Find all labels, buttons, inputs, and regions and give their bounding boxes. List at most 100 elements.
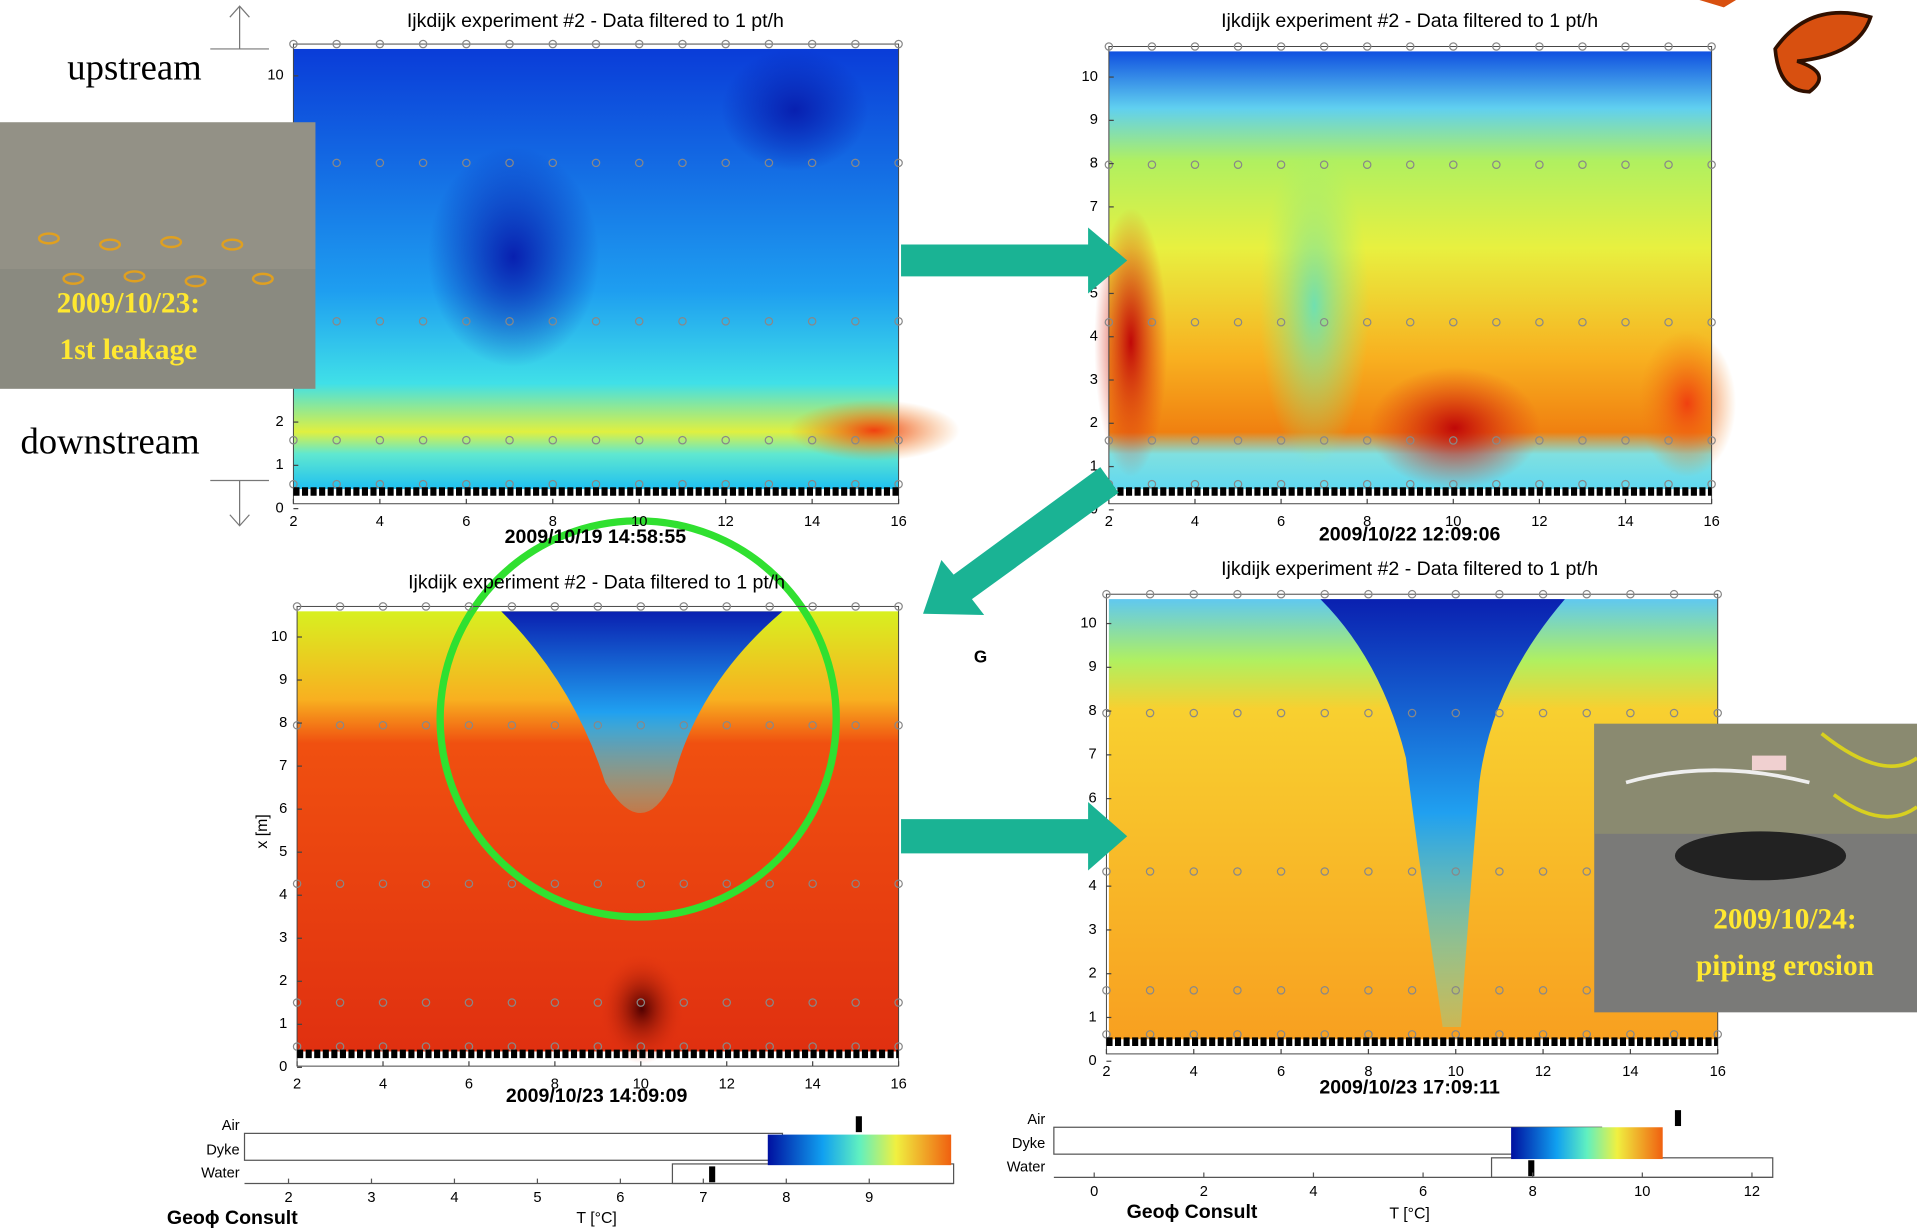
sensor: [1621, 160, 1630, 169]
sensor: [1495, 986, 1504, 995]
butterfly: [1699, 0, 1873, 94]
sensor: [1492, 160, 1501, 169]
sensor: [894, 435, 903, 445]
y-tick-label: 0: [275, 501, 283, 517]
y-tick-label: 3: [1088, 922, 1096, 938]
sensor: [1190, 317, 1200, 327]
x-tick-label: 8: [551, 1076, 559, 1092]
x-tick-label: 2: [1102, 1064, 1110, 1080]
sensor: [505, 39, 514, 49]
sensor: [550, 602, 560, 611]
tick-label: 8: [1529, 1184, 1537, 1200]
y-tick-label: 1: [1088, 1009, 1096, 1025]
sensor: [721, 317, 730, 326]
sensor: [1362, 160, 1372, 169]
sensor: [1621, 42, 1630, 51]
sensor: [1538, 986, 1548, 995]
sensor: [335, 998, 345, 1007]
tick-label: 12: [1744, 1184, 1760, 1200]
sensor: [418, 39, 428, 49]
annotation: upstream: [67, 46, 201, 87]
row-label: Dyke: [206, 1142, 239, 1158]
x-tick-label: 8: [1363, 514, 1371, 530]
sensor: [421, 879, 431, 889]
y-tick-label: 2: [1090, 415, 1098, 431]
sensor: [292, 720, 302, 730]
tick-label: 8: [782, 1190, 790, 1206]
x-tick-label: 14: [1622, 1064, 1638, 1080]
sensor: [1319, 436, 1329, 445]
panel-title: Ijkdijk experiment #2 - Data filtered to…: [1221, 558, 1598, 580]
sensor: [851, 317, 860, 326]
tick-label: 6: [1419, 1184, 1427, 1200]
caption: 2009/10/24:: [1713, 904, 1856, 936]
sensor: [1104, 317, 1114, 327]
sensor: [851, 158, 860, 168]
sensor: [1707, 160, 1716, 169]
sensor: [1495, 1030, 1504, 1039]
sensor: [894, 602, 903, 611]
sensor: [808, 998, 817, 1007]
tick-label: 2: [284, 1190, 292, 1206]
sensor: [1578, 160, 1587, 169]
sensor: [1535, 42, 1544, 51]
sensor: [462, 158, 471, 168]
sensor: [375, 158, 385, 168]
sensor: [1362, 436, 1372, 445]
tick-label: 0: [1090, 1184, 1098, 1200]
sensor: [593, 879, 603, 889]
legends: Air Dyke Water 2 3 4 5 6 7 8 9 T [°C] Geoϕ Consult Ai…: [167, 1110, 1774, 1229]
sensor: [593, 998, 603, 1007]
row-label: Air: [222, 1118, 240, 1134]
arrow: [901, 227, 1128, 294]
sensor: [1451, 867, 1461, 876]
caption: 2009/10/23:: [57, 287, 200, 319]
y-tick-label: 2: [275, 414, 283, 430]
x-tick-label: 4: [379, 1076, 387, 1092]
sensor: [505, 435, 514, 445]
sensor: [1362, 317, 1372, 327]
x-tick-label: 16: [1710, 1064, 1726, 1080]
unit: T [°C]: [576, 1210, 616, 1227]
legend-box: [1053, 1126, 1603, 1155]
sensor: [550, 879, 560, 889]
y-tick-label: 6: [1088, 791, 1096, 807]
sensor: [765, 879, 774, 889]
sensor: [1405, 42, 1415, 51]
sensor: [1578, 436, 1587, 445]
sensor: [292, 602, 302, 611]
sensor: [1664, 317, 1673, 327]
unit: T [°C]: [1389, 1205, 1429, 1222]
y-tick-label: 2: [279, 973, 287, 989]
sensor: [375, 39, 385, 49]
sensor: [1449, 42, 1458, 51]
x-tick-label: 14: [805, 1076, 821, 1092]
sensor: [1626, 589, 1635, 599]
marker: [1528, 1160, 1535, 1177]
sensor: [1276, 160, 1286, 169]
sensor: [1669, 589, 1679, 599]
sensor: [375, 435, 385, 445]
sensor: [1449, 160, 1458, 169]
sensor: [1145, 708, 1155, 718]
x-tick-label: 4: [376, 514, 384, 530]
sensor: [1582, 708, 1592, 718]
x-tick-label: 14: [1617, 514, 1633, 530]
sensor: [678, 39, 687, 49]
annotation: downstream: [20, 420, 199, 461]
x-tick-label: 4: [1190, 1064, 1198, 1080]
sensor: [1626, 708, 1635, 718]
x-tick-label: 12: [719, 1076, 735, 1092]
sensor: [550, 720, 560, 730]
sensor: [1669, 708, 1679, 718]
sensor: [1582, 867, 1592, 876]
sensor: [464, 879, 474, 889]
sensor: [636, 998, 646, 1007]
sensor: [636, 720, 646, 730]
sensor: [332, 435, 341, 445]
timestamp: 2009/10/23 14:09:09: [506, 1085, 688, 1107]
sensor: [1104, 436, 1114, 445]
sensor: [1492, 436, 1501, 445]
sensor: [1233, 160, 1243, 169]
